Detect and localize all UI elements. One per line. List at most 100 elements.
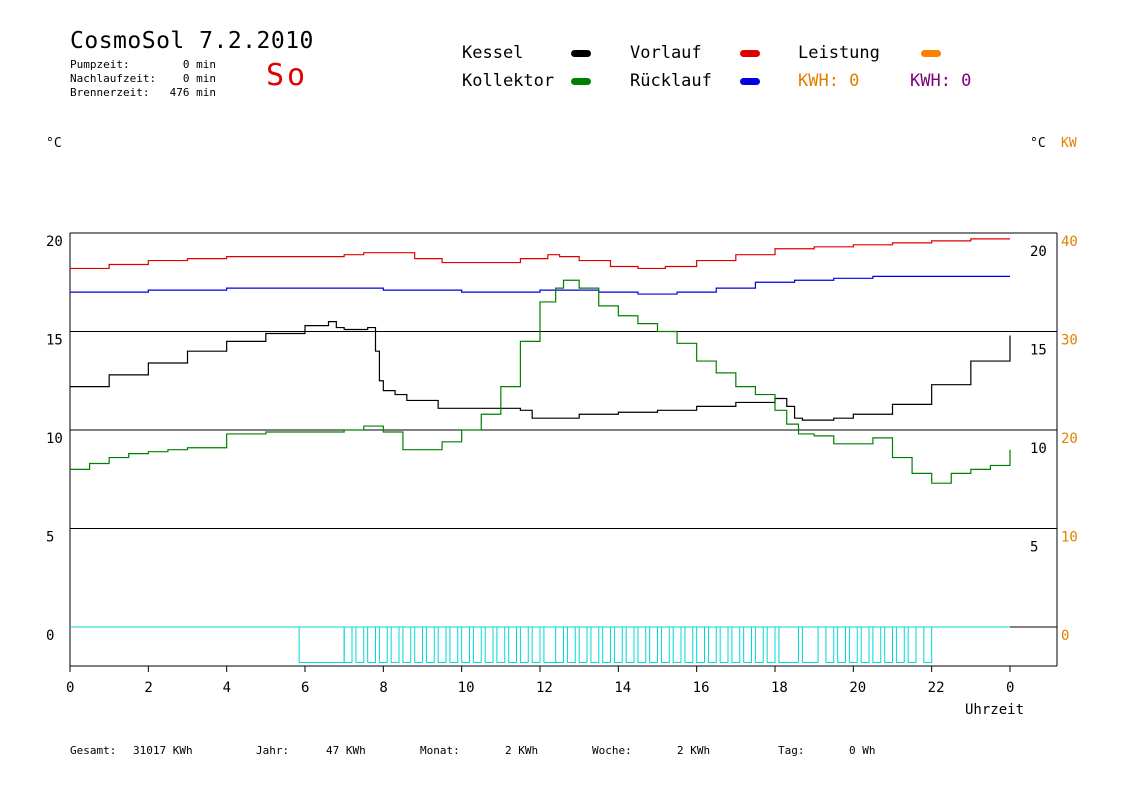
series-leistung-pulse <box>298 626 345 663</box>
series-leistung-pulse <box>884 626 894 663</box>
series-leistung-pulse <box>907 626 917 663</box>
series-leistung-pulse <box>602 626 612 663</box>
y-tick-left-label: 20 <box>46 234 63 250</box>
series-leistung-pulse <box>390 626 400 663</box>
series-leistung-pulse <box>923 626 933 663</box>
y-tick-left-label: 10 <box>46 431 63 447</box>
series-leistung-pulse <box>543 626 565 663</box>
series-leistung-pulse <box>378 626 388 663</box>
legend-ruecklauf-swatch <box>740 78 760 85</box>
footer-tag-label: Tag: <box>778 744 805 757</box>
series-leistung-pulse <box>402 626 412 663</box>
series-leistung-pulse <box>472 626 482 663</box>
series-leistung-pulse <box>578 626 588 663</box>
y-tick-right-label: 20 <box>1030 244 1047 260</box>
series-leistung-pulse <box>719 626 729 663</box>
footer-jahr-label: Jahr: <box>256 744 290 757</box>
series-leistung-pulse <box>531 626 541 663</box>
footer-monat-label: Monat: <box>420 744 460 757</box>
series-leistung-pulse <box>860 626 870 663</box>
series-leistung-pulse <box>555 626 565 663</box>
series-leistung-pulse <box>437 626 447 663</box>
y-tick-left-label: 0 <box>46 628 54 644</box>
series-leistung-pulse <box>696 626 706 663</box>
y-tick-left-label: 15 <box>46 333 63 349</box>
legend-kessel-swatch <box>571 50 591 57</box>
x-tick-label: 6 <box>301 680 309 696</box>
series-leistung-pulse <box>672 626 682 663</box>
series-leistung-pulse <box>848 626 858 663</box>
x-tick-label: 18 <box>771 680 788 696</box>
series-leistung-pulse <box>731 626 741 663</box>
right-kw-unit-label: KW <box>1061 136 1077 151</box>
footer-monat-value: 2 KWh <box>505 744 539 757</box>
series-leistung-pulse <box>825 626 835 663</box>
x-tick-label: 0 <box>66 680 74 696</box>
pumpzeit-value: 0 min <box>182 58 216 71</box>
footer-woche-label: Woche: <box>592 744 632 757</box>
series-leistung-pulse <box>590 626 600 663</box>
y-tick-kw-label: 10 <box>1061 530 1078 546</box>
series-leistung-pulse <box>754 626 764 663</box>
y-tick-right-label: 5 <box>1030 540 1038 556</box>
brennerzeit-value: 476 min <box>169 86 216 99</box>
x-tick-label: 4 <box>223 680 231 696</box>
series-leistung-pulse <box>496 626 506 663</box>
y-tick-left-label: 5 <box>46 530 54 546</box>
series-leistung-pulse <box>484 626 494 663</box>
footer-gesamt-value: 31017 KWh <box>133 744 193 757</box>
series-leistung-pulse <box>649 626 659 663</box>
series-leistung-pulse <box>425 626 435 663</box>
weekday-label: So <box>266 58 309 93</box>
legend-kwh-purple: KWH: 0 <box>910 71 972 91</box>
legend-kwh-orange: KWH: 0 <box>798 71 860 91</box>
series-leistung-pulse <box>660 626 670 663</box>
series-leistung-pulse <box>367 626 376 663</box>
series-leistung-pulse <box>461 626 470 663</box>
legend-ruecklauf-label: Rücklauf <box>630 71 712 91</box>
footer-tag-value: 0 Wh <box>849 744 876 757</box>
series-leistung-pulse <box>343 626 353 663</box>
legend-vorlauf-label: Vorlauf <box>630 43 702 63</box>
series-leistung-pulse <box>449 626 459 663</box>
series-ruecklauf-line <box>70 275 1010 295</box>
series-leistung-pulse <box>566 626 576 663</box>
legend-kessel-label: Kessel <box>462 43 524 63</box>
x-tick-label: 2 <box>144 680 152 696</box>
series-leistung-pulse <box>414 626 423 663</box>
y-tick-kw-label: 40 <box>1061 234 1078 250</box>
x-tick-label: 12 <box>536 680 553 696</box>
x-tick-label: 14 <box>614 680 631 696</box>
legend-kollektor-label: Kollektor <box>462 71 555 91</box>
series-leistung-pulse <box>625 626 635 663</box>
legend-leistung-swatch <box>921 50 941 57</box>
series-leistung-pulse <box>637 626 647 663</box>
legend-kollektor-swatch <box>571 78 591 85</box>
footer-gesamt-label: Gesamt: <box>70 744 117 757</box>
series-leistung-pulse <box>766 626 776 663</box>
series-leistung-pulse <box>743 626 753 663</box>
footer-jahr-value: 47 KWh <box>326 744 366 757</box>
right-unit-label: °C <box>1030 136 1046 151</box>
series-leistung-pulse <box>895 626 905 663</box>
series-leistung-pulse <box>778 626 800 663</box>
x-axis-label: Uhrzeit <box>965 702 1024 718</box>
x-tick-label: 16 <box>693 680 710 696</box>
pumpzeit-label: Pumpzeit: <box>70 58 130 71</box>
app-title: CosmoSol 7.2.2010 <box>70 28 314 54</box>
series-leistung-pulse <box>519 626 529 663</box>
left-unit-label: °C <box>46 136 62 151</box>
y-tick-kw-label: 0 <box>1061 628 1069 644</box>
x-tick-label: 22 <box>928 680 945 696</box>
x-tick-label: 0 <box>1006 680 1014 696</box>
y-tick-kw-label: 30 <box>1061 333 1078 349</box>
x-tick-label: 10 <box>458 680 475 696</box>
legend-leistung-label: Leistung <box>798 43 880 63</box>
series-leistung-pulse <box>707 626 717 663</box>
series-leistung-pulse <box>355 626 365 663</box>
series-leistung-pulse <box>837 626 847 663</box>
series-leistung-pulse <box>613 626 623 663</box>
series-leistung-pulse <box>684 626 694 663</box>
series-leistung-pulse <box>872 626 882 663</box>
